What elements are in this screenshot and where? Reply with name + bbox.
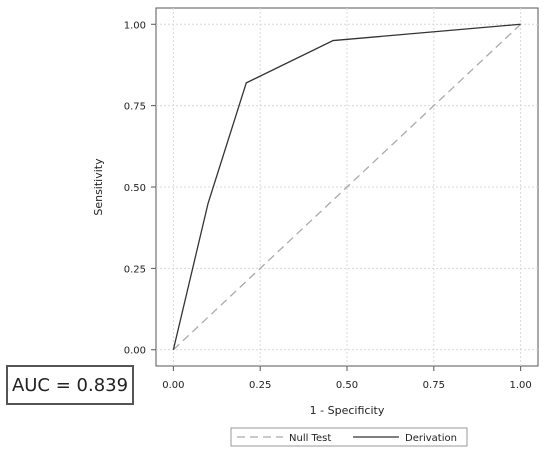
x-tick-label: 1.00 bbox=[510, 380, 532, 391]
x-tick-label: 0.25 bbox=[249, 380, 271, 391]
y-tick-label: 0.00 bbox=[124, 346, 146, 357]
x-tick-label: 0.75 bbox=[423, 380, 445, 391]
legend-box bbox=[230, 427, 468, 447]
auc-text: AUC = 0.839 bbox=[11, 374, 129, 396]
x-tick-label: 0.00 bbox=[162, 380, 184, 391]
auc-annotation: AUC = 0.839 bbox=[6, 365, 134, 405]
series-line-null-test bbox=[172, 23, 522, 351]
y-axis-title: Sensitivity bbox=[92, 158, 105, 216]
x-tick-label: 0.50 bbox=[336, 380, 358, 391]
x-axis-title: 1 - Specificity bbox=[310, 404, 385, 417]
y-tick-label: 1.00 bbox=[124, 20, 146, 31]
y-tick-label: 0.75 bbox=[124, 102, 146, 113]
series-line-derivation bbox=[172, 23, 521, 350]
y-tick-label: 0.25 bbox=[124, 264, 146, 275]
legend-label: Null Test bbox=[289, 433, 331, 444]
y-tick-label: 0.50 bbox=[124, 183, 146, 194]
legend-label: Derivation bbox=[405, 433, 457, 444]
